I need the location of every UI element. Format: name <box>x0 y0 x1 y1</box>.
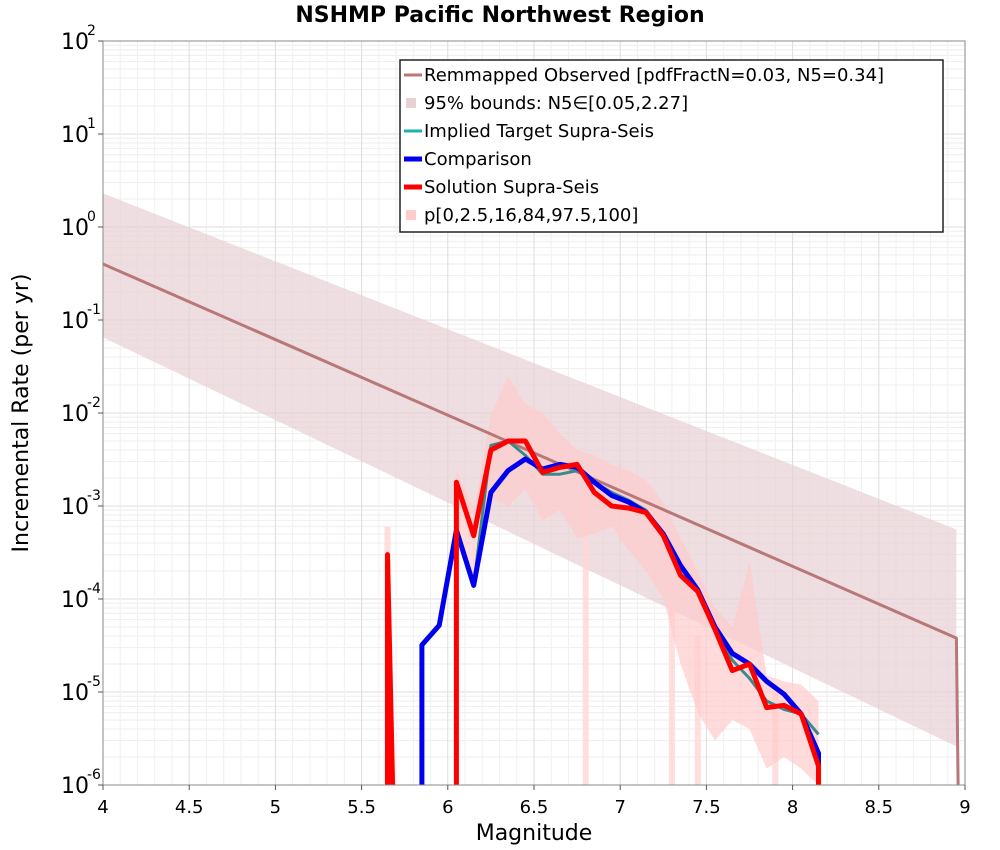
legend-label: 95% bounds: N5∈[0.05,2.27] <box>424 93 688 114</box>
legend-label: Comparison <box>424 149 532 170</box>
legend-swatch <box>406 98 416 108</box>
legend-label: Remmapped Observed [pdfFractN=0.03, N5=0… <box>424 65 884 86</box>
y-tick-exponent: -6 <box>87 767 101 783</box>
series-comparison-line <box>419 456 821 785</box>
y-tick-label: 10 <box>61 495 89 520</box>
x-tick-label: 8.5 <box>864 797 893 818</box>
x-tick-label: 7 <box>614 797 625 818</box>
y-tick-label: 10 <box>61 588 89 613</box>
y-tick-label: 10 <box>61 216 89 241</box>
y-tick-label: 10 <box>61 123 89 148</box>
x-tick-label: 6 <box>442 797 453 818</box>
x-tick-label: 7.5 <box>692 797 721 818</box>
x-tick-label: 4.5 <box>175 797 204 818</box>
legend-label: p[0,2.5,16,84,97.5,100] <box>424 205 638 226</box>
x-tick-label: 8 <box>787 797 798 818</box>
y-axis-label: Incremental Rate (per yr) <box>9 274 34 553</box>
legend-label: Implied Target Supra-Seis <box>424 121 654 142</box>
y-tick-exponent: -1 <box>87 302 101 318</box>
x-axis-label: Magnitude <box>476 821 593 846</box>
legend-swatch <box>406 210 416 220</box>
x-tick-label: 4 <box>97 797 108 818</box>
y-tick-label: 10 <box>61 309 89 334</box>
y-tick-label: 10 <box>61 402 89 427</box>
x-axis-ticks: 4 4.5 5 5.5 6 6.5 7 7.5 8 8.5 9 <box>97 785 971 818</box>
y-tick-label: 10 <box>61 774 89 799</box>
series-solution-line <box>453 438 821 785</box>
y-tick-exponent: -5 <box>87 674 101 690</box>
legend-box <box>399 59 944 233</box>
series-observed-line <box>103 262 960 785</box>
y-tick-exponent: -2 <box>87 395 101 411</box>
x-tick-label: 9 <box>959 797 970 818</box>
series-percentile-band <box>456 376 819 785</box>
plot-area <box>103 193 960 785</box>
y-tick-exponent: 0 <box>87 209 96 225</box>
percentile-spike <box>582 482 589 785</box>
y-tick-exponent: 1 <box>87 116 96 132</box>
y-tick-label: 10 <box>61 30 89 55</box>
x-tick-label: 5 <box>270 797 281 818</box>
y-tick-exponent: 2 <box>87 23 96 39</box>
y-tick-label: 10 <box>61 681 89 706</box>
legend-label: Solution Supra-Seis <box>424 177 599 198</box>
legend: Remmapped Observed [pdfFractN=0.03, N5=0… <box>399 59 944 233</box>
x-tick-label: 5.5 <box>347 797 376 818</box>
y-tick-exponent: -4 <box>87 581 101 597</box>
y-tick-exponent: -3 <box>87 488 101 504</box>
series-solution-line <box>385 552 396 785</box>
percentile-spike <box>668 599 675 785</box>
x-tick-label: 6.5 <box>520 797 549 818</box>
chart-title: NSHMP Pacific Northwest Region <box>295 3 704 28</box>
